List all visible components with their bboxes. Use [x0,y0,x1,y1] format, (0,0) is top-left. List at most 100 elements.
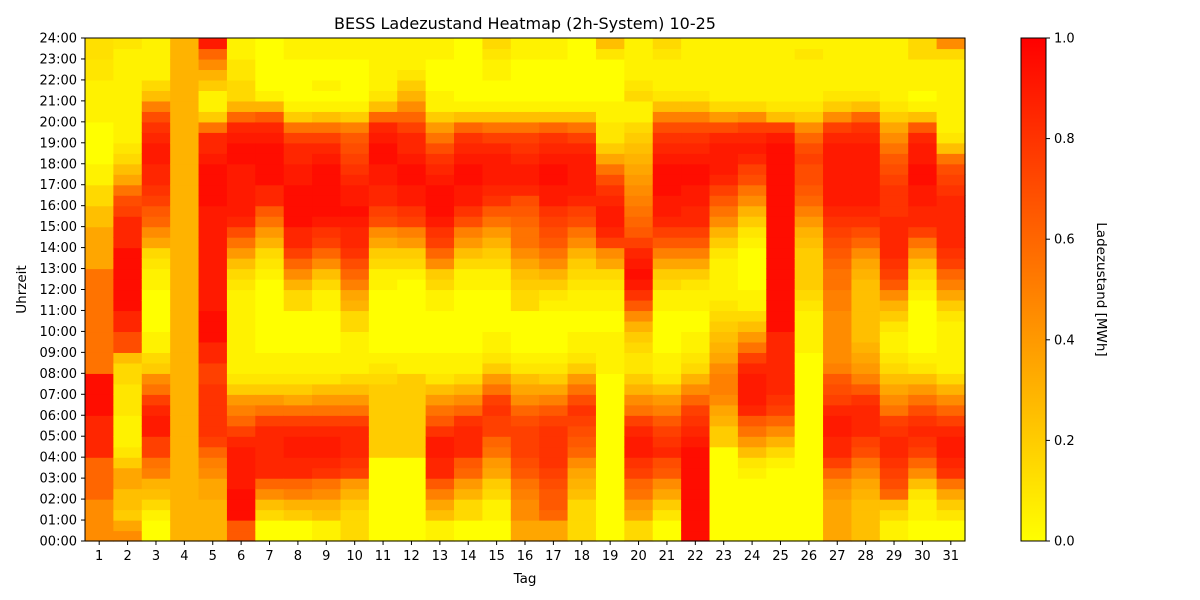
heatmap-cell [879,415,909,427]
heatmap-cell [170,205,200,228]
heatmap-cell [425,90,455,102]
heatmap-cell [283,394,313,406]
heatmap-cell [851,184,881,196]
heatmap-cell [681,299,711,312]
heatmap-cell [539,258,569,270]
heatmap-cell [567,488,597,500]
heatmap-cell [908,394,938,406]
heatmap-cell [198,383,228,395]
heatmap-cell [226,90,256,102]
heatmap-cell [567,320,597,333]
heatmap-cell [879,457,909,469]
heatmap-cell [510,205,540,217]
heatmap-cell [624,205,654,217]
heatmap-cell [681,310,711,322]
heatmap-cell [936,142,966,154]
heatmap-cell [595,509,625,521]
heatmap-cell [595,111,625,123]
heatmap-cell [851,79,881,91]
heatmap-cell [397,58,427,71]
heatmap-cell [794,289,824,301]
heatmap-cell [908,90,938,102]
heatmap-cell [510,446,540,458]
heatmap-cell [709,331,739,343]
heatmap-cell [595,279,625,291]
heatmap-cell [766,499,796,511]
heatmap-cell [567,195,597,207]
heatmap-cell [851,205,881,217]
heatmap-cell [794,310,824,322]
heatmap-cell [624,446,654,458]
y-tick-label: 13:00 [40,262,77,277]
heatmap-cell [595,299,625,312]
colorbar-tick-label: 1.0 [1054,32,1075,47]
heatmap-cell [879,174,909,186]
heatmap-cell [737,530,767,542]
heatmap-cell [170,184,200,207]
heatmap-cell [425,509,455,521]
heatmap-cell [539,38,569,50]
heatmap-cell [425,394,455,406]
heatmap-cell [567,478,597,490]
heatmap-cell [85,520,114,542]
heatmap-cell [539,237,569,249]
heatmap-cell [368,404,398,416]
heatmap-cell [567,467,597,479]
heatmap-cell [879,320,909,333]
heatmap-cell [397,195,427,207]
heatmap-cell [823,247,853,259]
heatmap-cell [539,216,569,228]
heatmap-cell [851,268,881,280]
heatmap-cell [170,520,200,542]
heatmap-cell [340,394,370,406]
heatmap-cell [851,299,881,312]
heatmap-cell [113,362,143,374]
heatmap-cell [766,383,796,395]
heatmap-cell [823,111,853,123]
heatmap-cell [510,90,540,102]
heatmap-cell [879,226,909,238]
heatmap-cell [510,58,540,71]
heatmap-cell [539,341,569,353]
heatmap-cell [908,320,938,333]
heatmap-cell [624,436,654,448]
heatmap-cell [226,174,256,186]
heatmap-cell [312,111,342,123]
heatmap-cell [226,457,256,469]
heatmap-cell [595,153,625,165]
heatmap-cell [936,446,966,458]
heatmap-cell [652,226,682,238]
heatmap-cell [454,142,484,154]
heatmap-cell [397,142,427,154]
heatmap-cell [340,79,370,91]
heatmap-cell [226,247,256,259]
heatmap-cell [510,331,540,343]
heatmap-cell [766,530,796,542]
heatmap-cell [368,195,398,207]
heatmap-cell [567,362,597,374]
heatmap-cell [454,205,484,217]
heatmap-cell [681,100,711,112]
heatmap-cell [255,279,285,291]
heatmap-cell [510,38,540,50]
heatmap-cell [255,383,285,395]
heatmap-cell [312,121,342,133]
heatmap-cell [879,383,909,395]
heatmap-cell [340,352,370,364]
heatmap-cell [198,446,228,458]
heatmap-cell [595,457,625,469]
heatmap-cell [510,111,540,123]
heatmap-cell [681,268,711,280]
heatmap-cell [794,373,824,385]
heatmap-cell [567,174,597,186]
heatmap-cell [368,38,398,50]
heatmap-cell [595,142,625,154]
heatmap-cell [823,299,853,312]
heatmap-cell [709,121,739,133]
heatmap-cell [170,38,200,60]
heatmap-cell [141,310,171,322]
heatmap-cell [454,79,484,91]
heatmap-cell [397,90,427,102]
heatmap-cell [312,247,342,259]
heatmap-cell [255,268,285,280]
